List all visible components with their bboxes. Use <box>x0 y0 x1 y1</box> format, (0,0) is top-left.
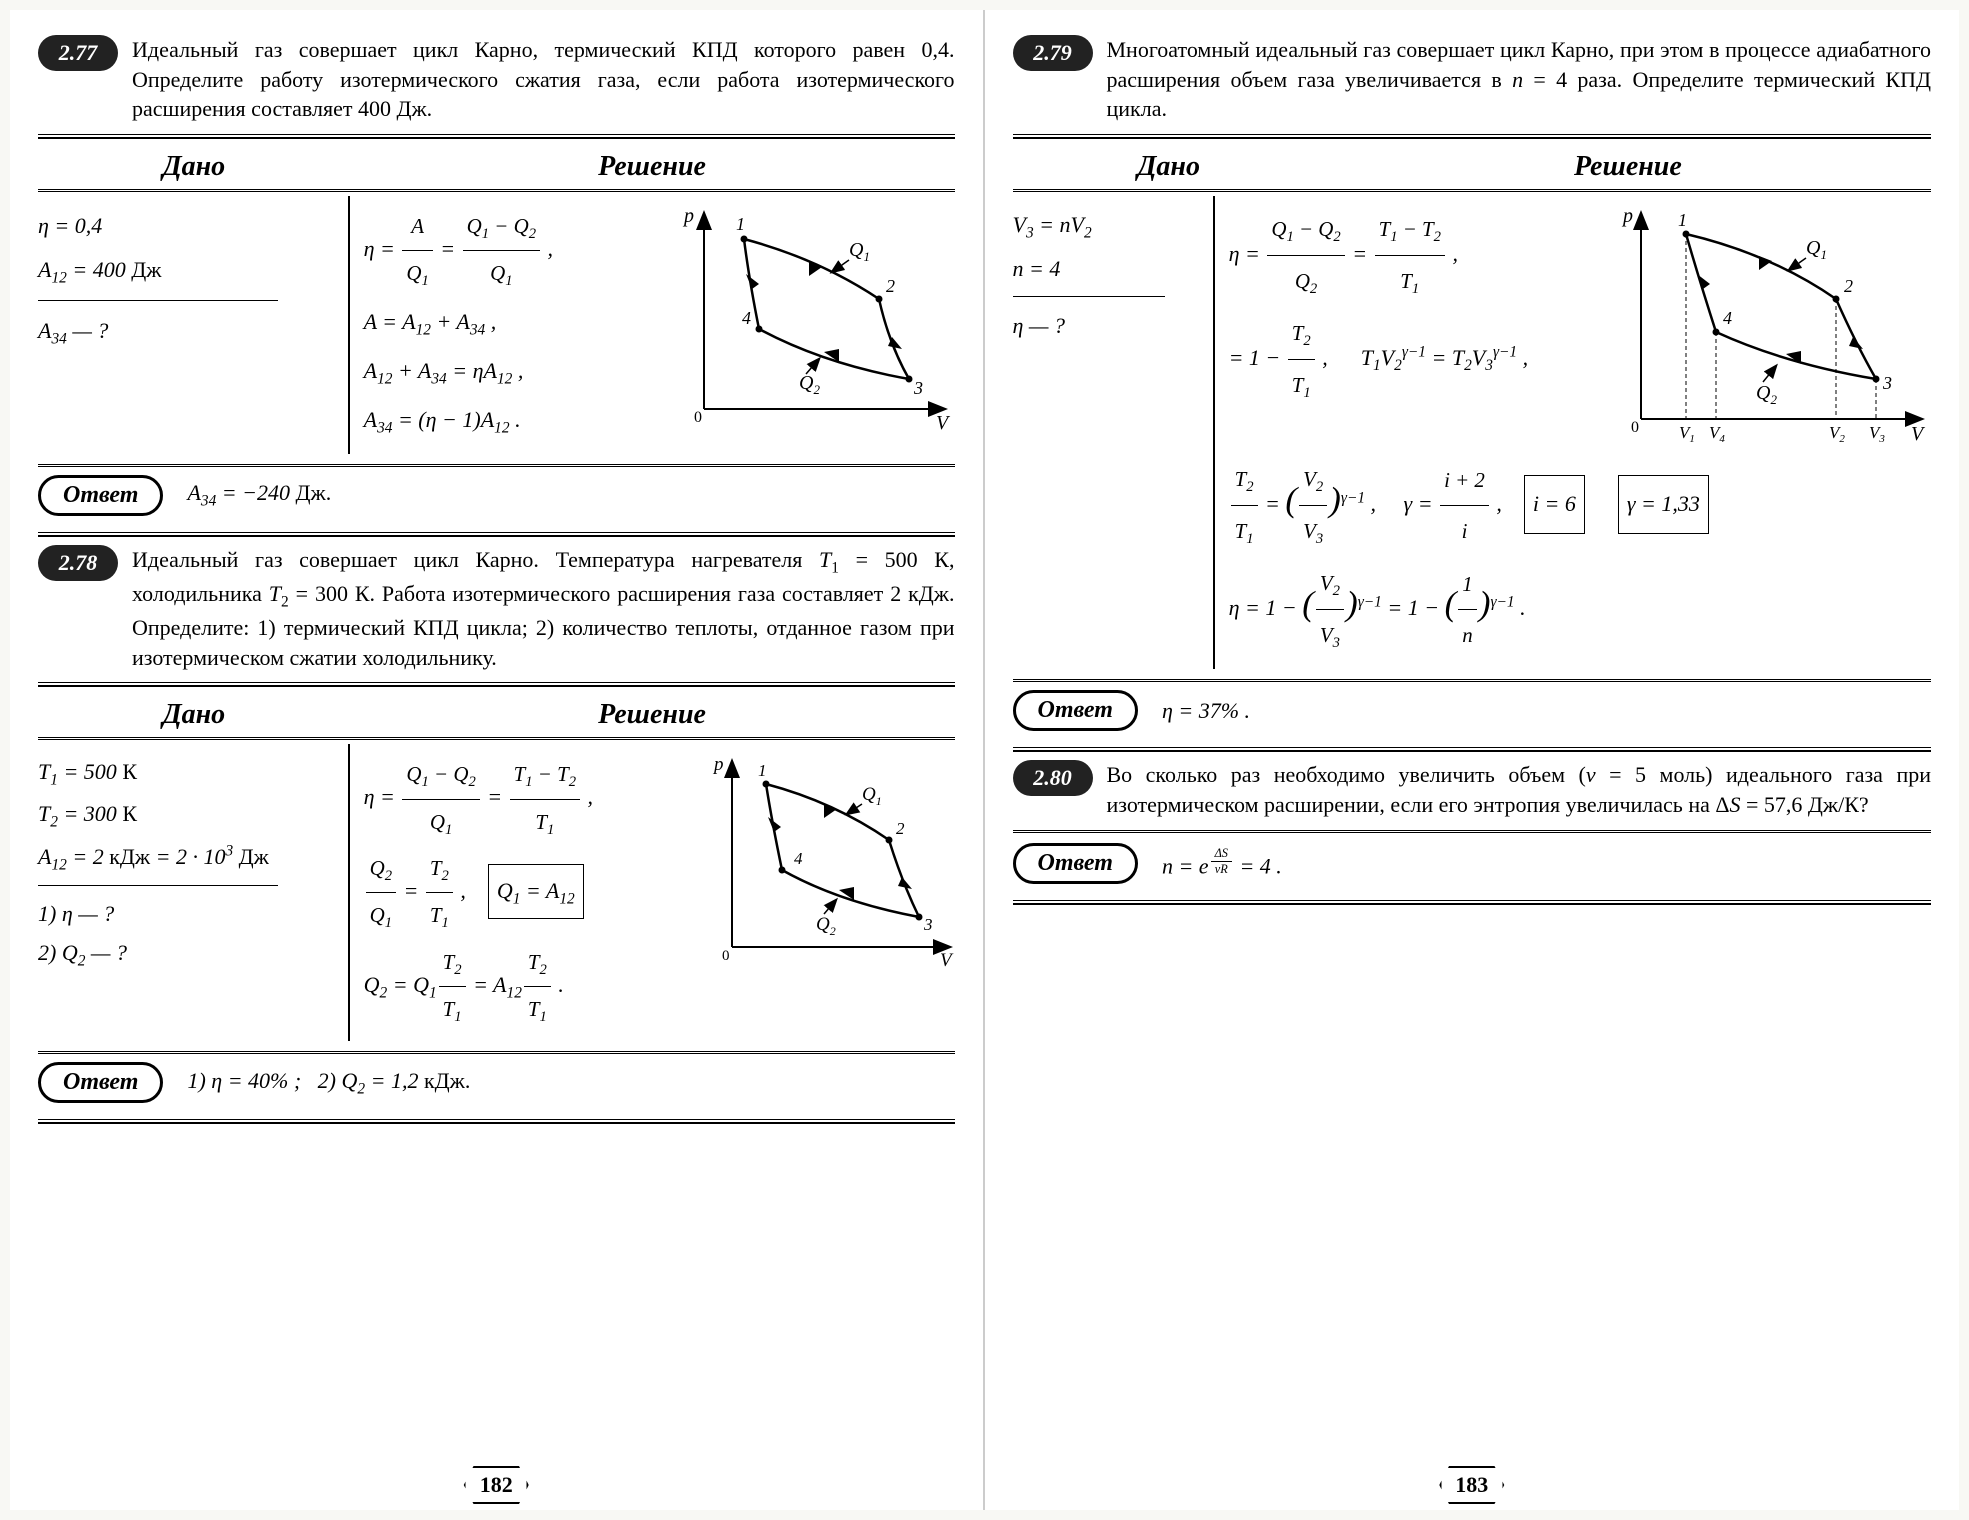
solution-header: Решение <box>350 147 955 189</box>
carnot-pv-diagram-labeled: p V 0 1 2 <box>1611 204 1931 454</box>
svg-text:Q1: Q1 <box>849 239 870 264</box>
given-line: T2 = 300 К <box>38 794 338 836</box>
problem-280: 2.80 Во сколько раз необходимо увеличить… <box>1013 760 1932 883</box>
svg-text:0: 0 <box>694 409 702 426</box>
equation: A = A12 + A34 , <box>364 298 675 347</box>
answer-label: Ответ <box>1013 690 1138 731</box>
given-column: T1 = 500 К T2 = 300 К A12 = 2 кДж = 2 · … <box>38 744 350 1041</box>
equation: η = Q1 − Q2Q1 = T1 − T2T1 , <box>364 752 705 846</box>
svg-text:Q1: Q1 <box>862 784 882 808</box>
svg-text:2: 2 <box>886 276 895 296</box>
equation: T2T1 = (V2V3)γ−1 , γ = i + 2i , i = 6 γ … <box>1229 454 1931 558</box>
equation: Q2 = Q1T2T1 = A12T2T1 . <box>364 940 705 1034</box>
problem-number-badge: 2.80 <box>1013 760 1093 796</box>
svg-text:Q2: Q2 <box>816 914 836 938</box>
svg-text:p: p <box>682 205 694 227</box>
solution-column: η = AQ1 = Q1 − Q2Q1 , A = A12 + A34 , A1… <box>350 196 955 454</box>
svg-text:V2: V2 <box>1829 423 1845 445</box>
given-line: T1 = 500 К <box>38 752 338 794</box>
given-column: V3 = nV2 n = 4 η — ? <box>1013 196 1215 669</box>
svg-text:V: V <box>1911 423 1926 445</box>
page-183: 2.79 Многоатомный идеальный газ совершае… <box>985 10 1960 1510</box>
answer-value: 1) η = 40% ; 2) Q2 = 1,2 кДж. <box>187 1068 470 1098</box>
carnot-pv-diagram: p V 0 1 2 3 4 <box>704 752 954 972</box>
svg-text:2: 2 <box>896 819 905 838</box>
svg-text:Q1: Q1 <box>1806 237 1827 262</box>
svg-text:1: 1 <box>1678 210 1687 230</box>
svg-text:Q2: Q2 <box>799 372 820 397</box>
page-number: 183 <box>1439 1466 1504 1504</box>
given-header: Дано <box>38 147 350 189</box>
given-line: A12 = 2 кДж = 2 · 103 Дж <box>38 837 338 879</box>
problem-number-badge: 2.78 <box>38 545 118 581</box>
equation: η = 1 − (V2V3)γ−1 = 1 − (1n)γ−1 . <box>1229 558 1931 662</box>
page-182: 2.77 Идеальный газ совершает цикл Карно,… <box>10 10 985 1510</box>
carnot-pv-diagram: p V 0 1 2 3 4 <box>674 204 954 434</box>
page-spread: 2.77 Идеальный газ совершает цикл Карно,… <box>10 10 1959 1510</box>
svg-text:3: 3 <box>923 915 933 934</box>
page-number: 182 <box>464 1466 529 1504</box>
find-line: 2) Q2 — ? <box>38 933 338 975</box>
equation: A12 + A34 = ηA12 , <box>364 347 675 396</box>
find-line: 1) η — ? <box>38 894 338 934</box>
given-line: n = 4 <box>1013 248 1203 290</box>
svg-text:0: 0 <box>1631 419 1639 436</box>
find-line: η — ? <box>1013 305 1203 347</box>
find-line: A34 — ? <box>38 309 338 355</box>
svg-text:p: p <box>1621 205 1633 227</box>
equation: Q2Q1 = T2T1 , Q1 = A12 <box>364 846 705 940</box>
problem-text: Идеальный газ совершает цикл Карно. Темп… <box>132 545 955 673</box>
solution-header: Решение <box>350 695 955 737</box>
solution-column: η = Q1 − Q2Q1 = T1 − T2T1 , Q2Q1 = T2T1 … <box>350 744 955 1041</box>
given-line: V3 = nV2 <box>1013 204 1203 248</box>
svg-text:V: V <box>940 950 954 971</box>
svg-text:4: 4 <box>742 308 751 328</box>
svg-text:V1: V1 <box>1679 423 1695 445</box>
given-column: η = 0,4 A12 = 400 Дж A34 — ? <box>38 196 350 454</box>
answer-label: Ответ <box>38 1062 163 1103</box>
problem-number-badge: 2.77 <box>38 35 118 71</box>
given-line: η = 0,4 <box>38 204 338 248</box>
svg-text:3: 3 <box>1882 373 1892 393</box>
answer-label: Ответ <box>1013 843 1138 884</box>
given-header: Дано <box>1013 147 1325 189</box>
equation: A34 = (η − 1)A12 . <box>364 396 675 445</box>
given-line: A12 = 400 Дж <box>38 248 338 294</box>
given-header: Дано <box>38 695 350 737</box>
equation: η = AQ1 = Q1 − Q2Q1 , <box>364 204 675 298</box>
problem-text: Во сколько раз необходимо увеличить объе… <box>1107 760 1932 819</box>
problem-277: 2.77 Идеальный газ совершает цикл Карно,… <box>38 35 955 516</box>
svg-text:1: 1 <box>736 214 745 234</box>
problem-279: 2.79 Многоатомный идеальный газ совершае… <box>1013 35 1932 731</box>
equation: η = Q1 − Q2Q2 = T1 − T2T1 , <box>1229 204 1611 308</box>
svg-text:Q2: Q2 <box>1756 382 1777 407</box>
svg-text:p: p <box>712 754 724 775</box>
equation: = 1 − T2T1 , T1V2γ−1 = T2V3γ−1 , <box>1229 308 1611 412</box>
answer-value: n = eΔSνR = 4 . <box>1162 846 1282 879</box>
svg-text:V3: V3 <box>1869 423 1885 445</box>
solution-header: Решение <box>1325 147 1931 189</box>
svg-text:2: 2 <box>1844 276 1853 296</box>
problem-278: 2.78 Идеальный газ совершает цикл Карно.… <box>38 545 955 1104</box>
svg-text:V: V <box>936 412 951 434</box>
answer-value: A34 = −240 Дж. <box>187 480 331 510</box>
svg-text:V4: V4 <box>1709 423 1725 445</box>
svg-text:4: 4 <box>1723 308 1732 328</box>
svg-text:3: 3 <box>913 378 923 398</box>
problem-text: Идеальный газ совершает цикл Карно, терм… <box>132 35 955 124</box>
problem-number-badge: 2.79 <box>1013 35 1093 71</box>
svg-text:4: 4 <box>794 849 803 868</box>
answer-value: η = 37% . <box>1162 698 1250 724</box>
svg-text:1: 1 <box>758 761 767 780</box>
svg-text:0: 0 <box>722 948 730 964</box>
answer-label: Ответ <box>38 475 163 516</box>
problem-text: Многоатомный идеальный газ совершает цик… <box>1107 35 1932 124</box>
solution-column: η = Q1 − Q2Q2 = T1 − T2T1 , = 1 − T2T1 ,… <box>1215 196 1931 669</box>
